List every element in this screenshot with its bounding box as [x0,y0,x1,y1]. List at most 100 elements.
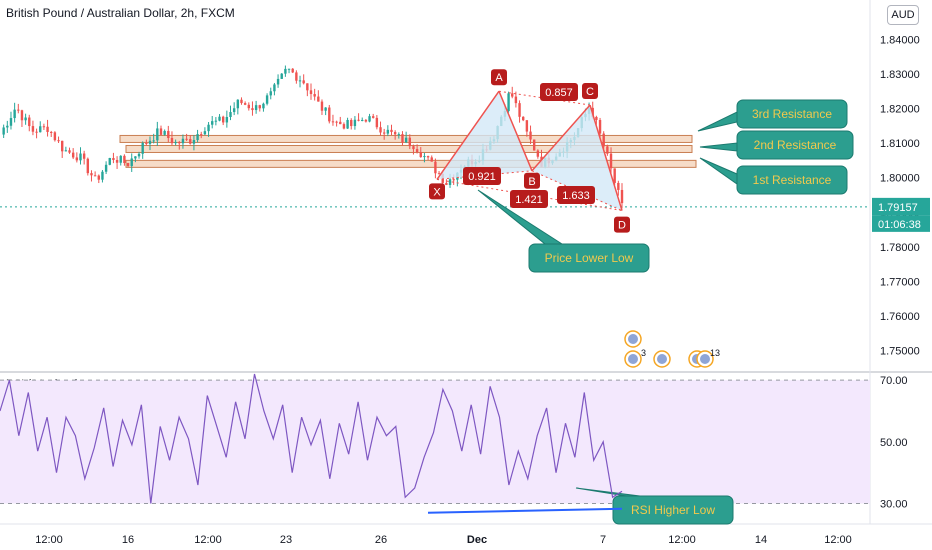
candle-body [448,179,452,185]
candle-body [232,108,236,113]
candle-body [17,109,20,111]
candle-body [68,150,71,153]
candle-body [361,119,364,121]
price-tick-label: 1.77000 [880,277,920,289]
candle-body [145,143,148,145]
candle-body [507,93,510,112]
harmonic-point-box [524,172,540,189]
harmonic-point-box [582,83,598,100]
candle-body [119,155,122,163]
candle-body [532,139,536,151]
candle-body [313,94,316,97]
candle-body [218,116,221,121]
candle-body [82,153,86,159]
candle-body [317,96,320,102]
candle-body [445,182,448,185]
candle-body [401,134,404,143]
ratio-box [540,83,578,101]
ratio-box [463,167,501,185]
harmonic-point-box [429,183,445,200]
candle-body [221,116,225,123]
candle-body [108,158,111,165]
candle-body [382,132,386,134]
candle-body [97,175,100,180]
harmonic-leg [436,90,500,180]
harmonic-leg [589,104,623,211]
time-tick-label: 14 [755,534,767,546]
rsi-tick-label: 30.00 [880,499,908,511]
candle-body [375,117,379,128]
candle-body [291,68,294,73]
candle-body [514,96,518,104]
candle-body [346,119,349,129]
candle-body [156,128,159,141]
callout-1st-resistance-pointer [699,157,738,185]
candle-body [390,129,393,132]
candle-body [368,116,371,122]
candle-body [437,173,441,175]
candle-body [298,80,302,82]
candle-body [364,119,368,122]
candle-body [254,105,258,111]
candle-body [6,125,9,128]
candle-body [452,179,455,181]
harmonic-triangle-bcd [532,105,622,211]
candle-body [181,138,185,144]
candle-body [2,127,5,135]
candle-body [152,140,155,142]
candle-body [379,127,382,133]
candle-body [79,153,82,161]
candle-body [404,137,408,143]
candle-body [134,156,137,159]
candle-body [46,126,49,132]
event-gbp-icon-flag [700,354,710,364]
harmonic-ratio-line [531,170,623,212]
candle-body [609,153,613,169]
harmonic-point-label: A [495,72,503,84]
countdown-tag [872,215,930,232]
candle-body [192,140,196,144]
harmonic-ratio-line [436,170,533,180]
candle-body [518,103,521,117]
candle-body [620,189,624,204]
candle-body [613,168,616,183]
candle-body [273,84,276,92]
candle-body [536,150,540,157]
harmonic-point-label: C [586,86,594,98]
candle-body [240,99,243,104]
candle-body [269,91,272,96]
candle-body [64,150,68,152]
candle-body [430,157,433,162]
candle-body [13,109,16,119]
candle-body [525,120,529,132]
time-tick-label: 12:00 [668,534,696,546]
candle-body [320,101,324,111]
candle-body [529,131,532,140]
price-tick-label: 1.80000 [880,173,920,185]
candle-body [104,164,108,172]
resistance-zone [125,159,697,168]
candle-body [324,107,327,111]
candle-body [200,134,203,136]
currency-button[interactable]: AUD [887,5,919,25]
candle-body [130,158,133,167]
candle-body [189,139,192,144]
event-count-badge: 3 [641,348,646,358]
candle-body [423,156,426,158]
candle-body [258,105,261,109]
candle-body [350,119,353,127]
harmonic-point-box [614,216,630,233]
callout-3rd-resistance-label: 3rd Resistance [752,107,832,121]
candle-body [419,152,422,158]
candle-body [137,153,141,157]
ratio-label: 1.421 [515,194,543,206]
harmonic-point-label: B [528,176,535,188]
rsi-trend-line [427,507,623,514]
candle-body [185,138,188,140]
candle-body [31,126,35,132]
candle-body [353,119,357,127]
candle-body [126,163,130,167]
callout-2nd-resistance-pointer [699,142,738,152]
price-tick-label: 1.82000 [880,104,920,116]
rsi-line [0,373,623,504]
